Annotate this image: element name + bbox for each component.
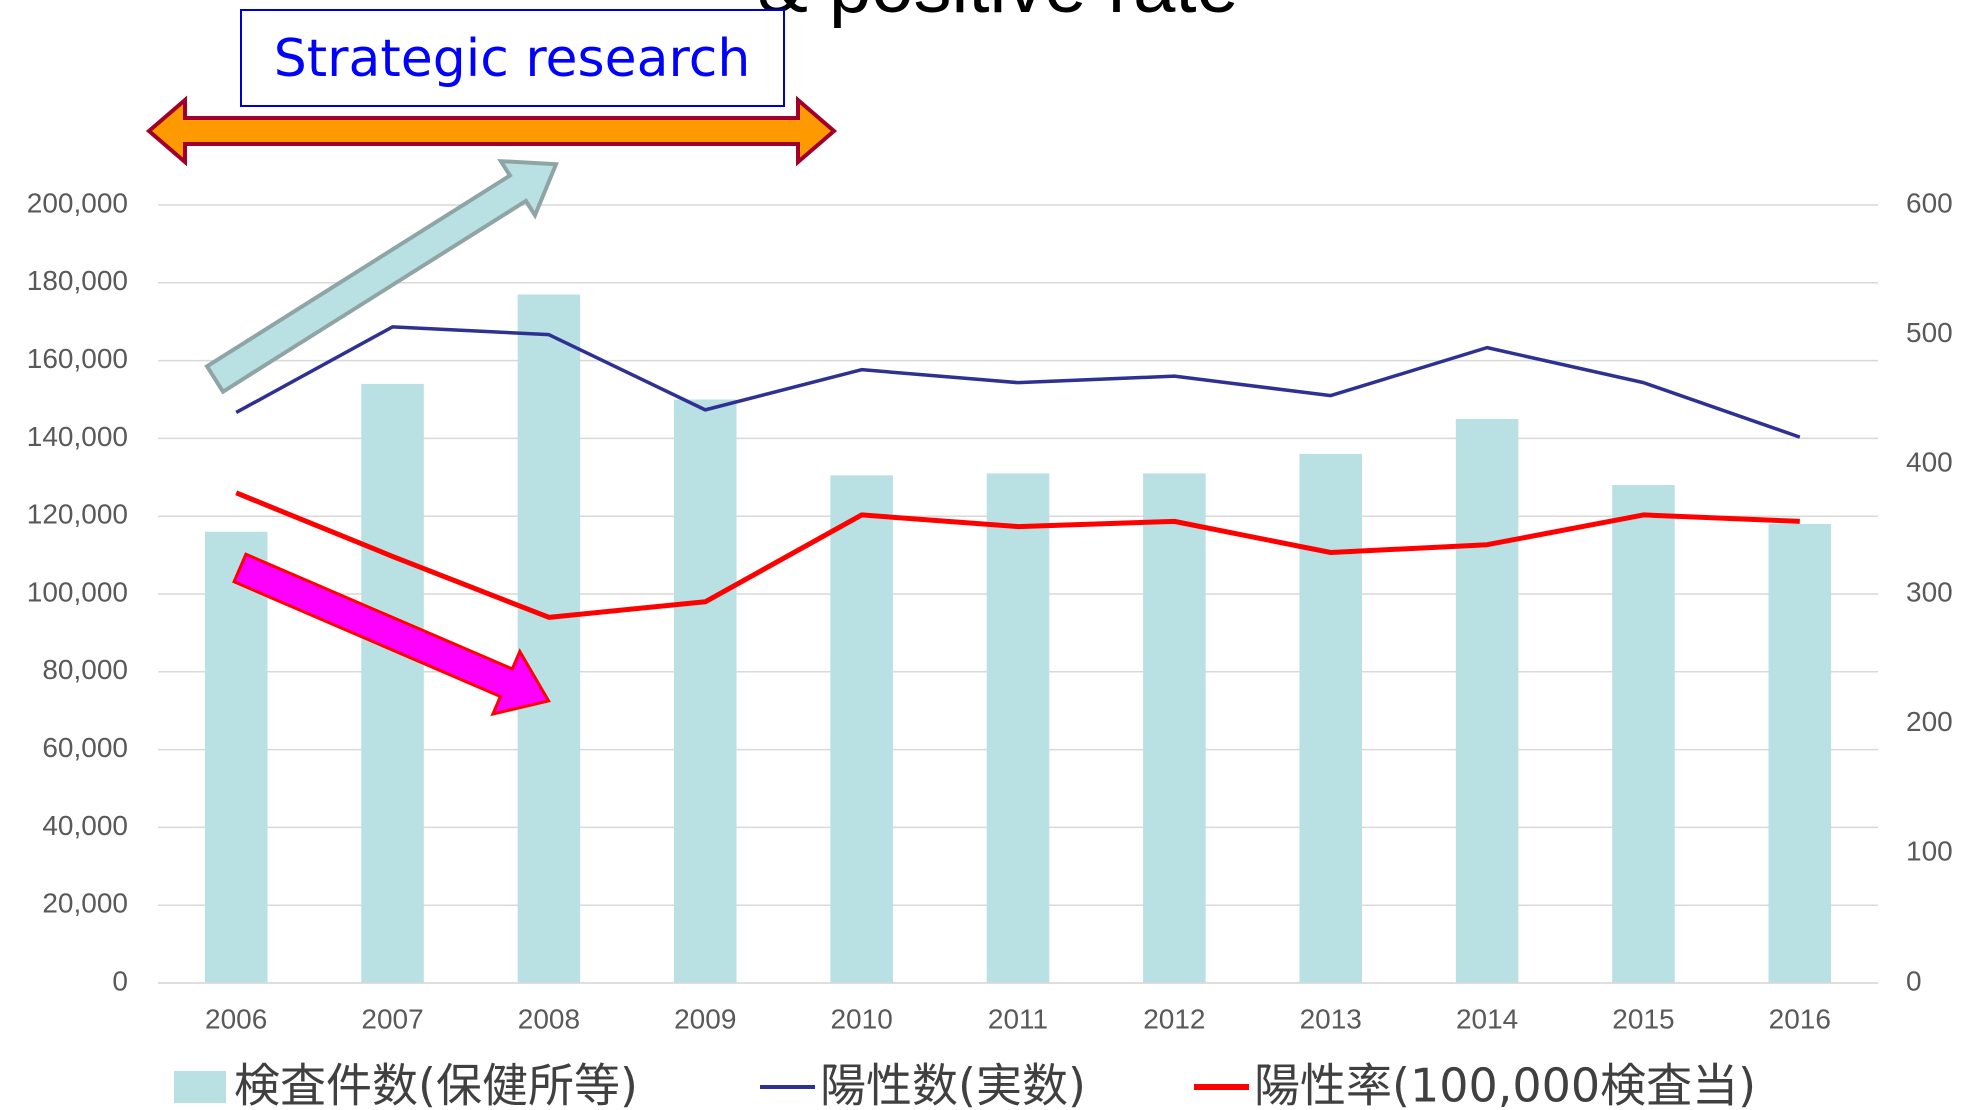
x-tick-label: 2016	[1769, 1003, 1831, 1034]
bar	[517, 294, 581, 984]
y-tick-label: 20,000	[42, 888, 128, 919]
y-tick-label: 180,000	[27, 265, 128, 296]
x-tick-label: 2015	[1612, 1003, 1674, 1034]
legend-label: 検査件数(保健所等)	[234, 1059, 638, 1110]
annotation-box	[240, 9, 785, 107]
y-tick-label: 200,000	[27, 187, 128, 218]
annotation: Strategic research	[274, 29, 751, 89]
y-tick-label: 120,000	[27, 499, 128, 530]
line	[235, 490, 1800, 620]
x-tick-label: 2006	[205, 1003, 267, 1034]
chart-title: & positive rate	[757, 0, 1239, 29]
bar	[204, 531, 268, 983]
x-tick-label: 2010	[830, 1003, 892, 1034]
x-tick-label: 2012	[1143, 1003, 1205, 1034]
x-tick-label: 2008	[518, 1003, 580, 1034]
y-tick-label: 140,000	[27, 421, 128, 452]
x-tick-label: 2011	[988, 1003, 1048, 1034]
y-tick-label: 60,000	[42, 732, 128, 763]
y-tick-label: 80,000	[42, 654, 128, 685]
y2-tick-label: 200	[1906, 706, 1953, 737]
x-tick-label: 2013	[1300, 1003, 1362, 1034]
y2-tick-label: 0	[1906, 965, 1922, 996]
y2-tick-label: 600	[1906, 187, 1953, 218]
y2-tick-label: 400	[1906, 447, 1953, 478]
legend-swatch	[174, 1071, 226, 1103]
plot-area: 0 20,000 40,000 60,000 80,000 100,000 120,000 1…	[27, 187, 1953, 1110]
y2-tick-label: 500	[1906, 317, 1953, 348]
y-tick-label: 160,000	[27, 343, 128, 374]
line	[235, 325, 1801, 439]
y-tick-label: 100,000	[27, 576, 128, 607]
bar	[1768, 523, 1832, 983]
period-arrow	[145, 95, 838, 167]
y-tick-label: 40,000	[42, 810, 128, 841]
y2-tick-label: 100	[1906, 836, 1953, 867]
bar	[1143, 473, 1206, 983]
bar	[986, 473, 1050, 983]
up-arrow	[204, 158, 559, 395]
legend-label: 陽性数(実数)	[820, 1059, 1086, 1110]
x-tick-label: 2007	[361, 1003, 423, 1034]
bar	[1612, 485, 1675, 983]
x-tick-label: 2014	[1456, 1003, 1518, 1034]
y-tick-label: 0	[112, 965, 128, 996]
bar	[1299, 453, 1362, 984]
x-tick-label: 2009	[674, 1003, 736, 1034]
y2-tick-label: 300	[1906, 576, 1953, 607]
bar	[361, 383, 424, 983]
bar	[1455, 418, 1519, 983]
bar	[830, 475, 893, 983]
down-arrow	[232, 552, 551, 717]
legend-label: 陽性率(100,000検査当)	[1254, 1059, 1756, 1110]
bar	[674, 399, 737, 983]
